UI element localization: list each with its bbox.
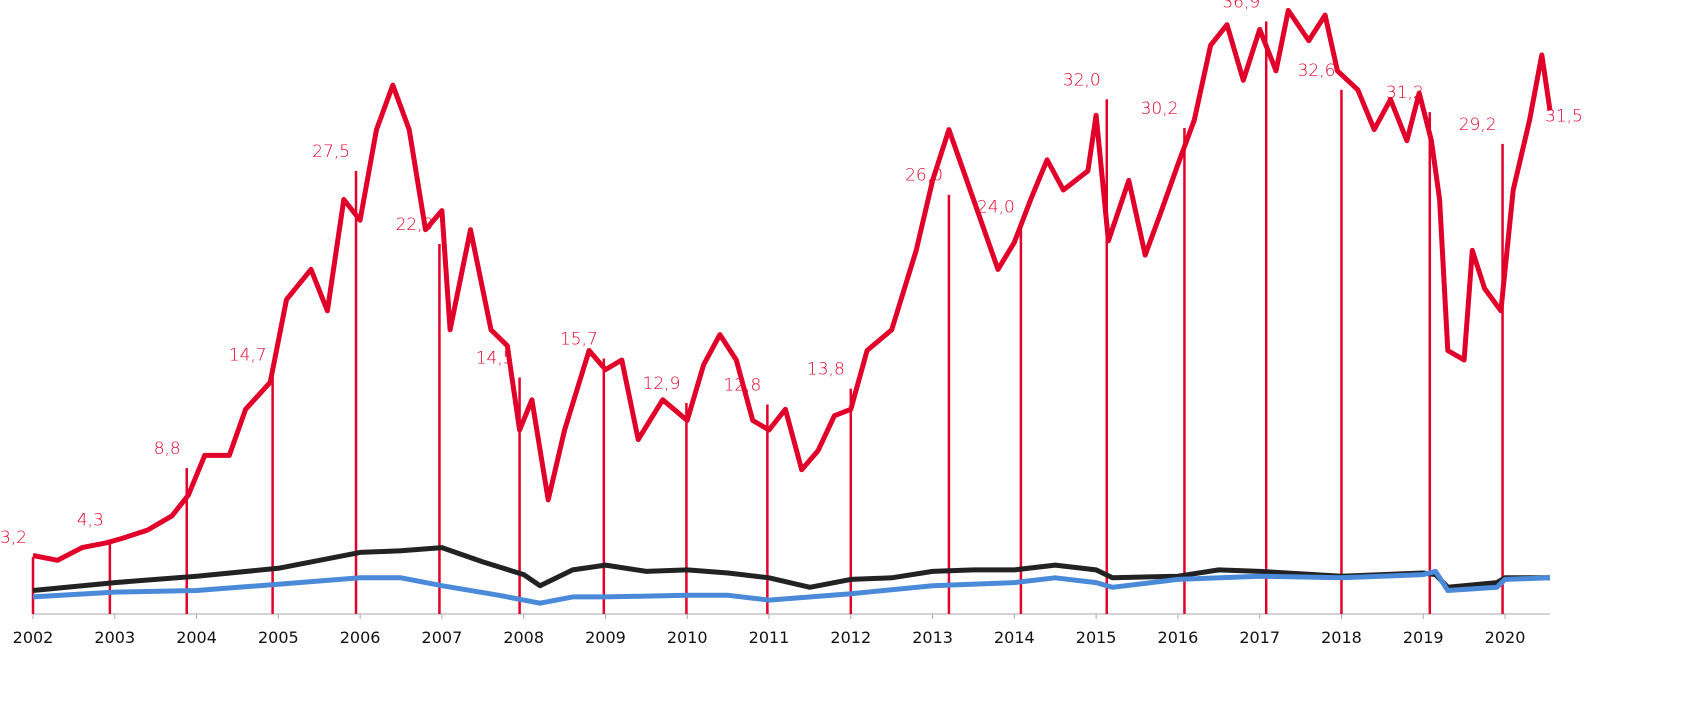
x-tick-label: 2015 (1076, 628, 1117, 647)
x-tick-label: 2005 (258, 628, 299, 647)
annotation-label: 12,9 (643, 374, 681, 394)
x-tick-label: 2016 (1158, 628, 1199, 647)
x-tick-label: 2017 (1239, 628, 1280, 647)
x-tick-label: 2014 (994, 628, 1035, 647)
annotation-label: 24,0 (977, 198, 1015, 218)
x-tick-label: 2018 (1321, 628, 1362, 647)
annotation-label: 14,5 (476, 349, 514, 369)
annotation-label: 13,8 (807, 360, 845, 380)
x-tick-label: 2019 (1403, 628, 1444, 647)
annotation-label: 14,7 (229, 345, 267, 365)
series-line (32, 7, 1553, 563)
x-tick-label: 2020 (1485, 628, 1526, 647)
annotation-label: 22,9 (396, 215, 434, 235)
annotation-label: 3,2 (0, 528, 27, 548)
series-line (32, 568, 1551, 606)
annotation-label: 15,7 (560, 329, 598, 349)
annotation-label: 26,0 (905, 166, 943, 186)
annotation-label: 27,5 (312, 142, 350, 162)
x-tick-label: 2011 (749, 628, 790, 647)
x-tick-label: 2009 (585, 628, 626, 647)
x-tick-label: 2008 (503, 628, 544, 647)
x-tick-label: 2012 (830, 628, 871, 647)
annotation-label: 30,2 (1141, 99, 1179, 119)
annotation-label: 12,8 (724, 376, 762, 396)
x-tick-label: 2010 (667, 628, 708, 647)
end-label: 31,5 (1545, 106, 1583, 126)
annotation-label: 36,9 (1222, 0, 1260, 12)
x-tick-label: 2004 (176, 628, 217, 647)
x-tick-label: 2006 (340, 628, 381, 647)
x-tick-label: 2002 (13, 628, 54, 647)
x-tick-label: 2013 (912, 628, 953, 647)
annotation-label: 29,2 (1459, 115, 1497, 135)
annotation-label: 8,8 (154, 439, 181, 459)
annotation-label: 31,2 (1386, 83, 1424, 103)
x-tick-label: 2007 (422, 628, 463, 647)
x-tick-label: 2003 (94, 628, 135, 647)
annotation-label: 32,0 (1063, 70, 1101, 90)
annotation-label: 32,6 (1298, 61, 1336, 81)
annotation-label: 4,3 (77, 511, 104, 531)
